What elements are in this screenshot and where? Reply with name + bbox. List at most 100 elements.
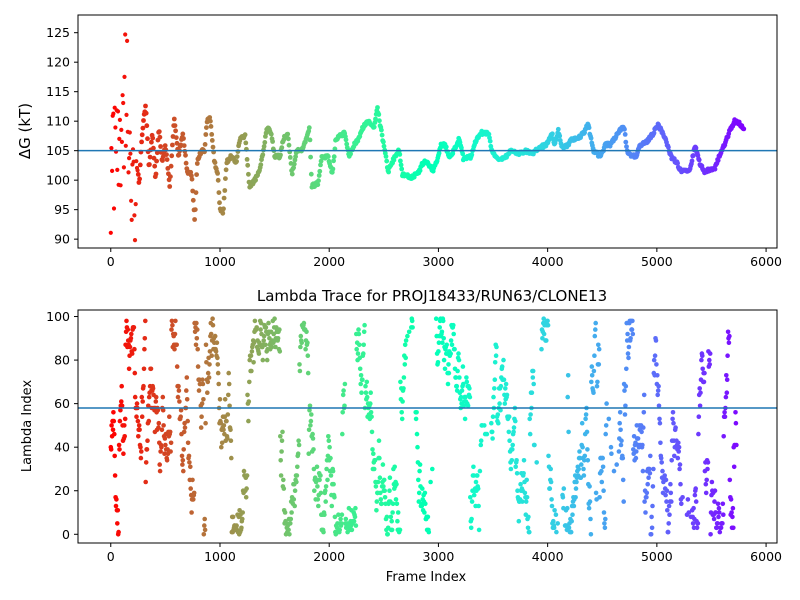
lambda-point [579,462,584,467]
lambda-point [225,412,231,417]
delta-g-point [666,144,671,150]
lambda-point [301,320,307,326]
lambda-point [565,394,570,400]
lambda-point [195,346,200,352]
lambda-point [644,495,649,500]
delta-g-point [348,151,353,157]
lambda-point [656,383,661,389]
delta-g-point [157,134,163,140]
lambda-point [697,386,702,391]
delta-g-point [373,116,378,122]
delta-g-point [215,171,221,176]
lambda-point [712,488,718,494]
lambda-point [325,477,330,483]
lambda-point [292,503,298,509]
delta-g-point [289,171,295,177]
lambda-point [278,458,284,463]
lambda-point [589,379,594,385]
delta-g-point [181,143,187,149]
lambda-point [675,455,681,461]
delta-g-point [220,210,226,216]
lambda-point [129,351,135,356]
lambda-point [136,434,141,439]
delta-g-point [588,135,594,141]
delta-g-point [690,153,696,158]
lambda-point [112,453,117,459]
lambda-x-tick-label: 0 [107,549,115,564]
delta-g-point [375,105,380,110]
lambda-point [673,425,678,430]
delta-g-point [174,140,180,146]
lambda-point [619,438,624,444]
lambda-point [392,464,398,470]
delta-g-point [128,151,133,156]
lambda-point [377,455,382,461]
delta-g-point [125,38,130,44]
lambda-point [417,462,423,467]
lambda-point [363,383,368,389]
lambda-point [459,388,465,393]
lambda-point [643,510,648,515]
lambda-point [314,464,320,470]
lambda-point [629,327,635,332]
lambda-point [588,516,593,522]
lambda-point [588,532,594,537]
lambda-point [433,316,439,322]
lambda-point [118,407,123,413]
lambda-point [529,390,535,396]
delta-g-point [270,139,275,144]
delta-g-point [208,124,214,129]
lambda-point [249,349,255,354]
delta-g-point [123,143,128,148]
lambda-point [561,486,567,491]
lambda-point [440,340,445,346]
lambda-point [340,431,345,437]
lambda-point [132,394,138,400]
lambda-point [288,516,294,522]
delta-g-point [330,166,336,172]
lambda-point [723,394,729,400]
delta-g-point [223,167,229,173]
lambda-point [705,466,710,472]
lambda-point [244,486,249,491]
lambda-point [545,318,550,324]
delta-g-point [202,142,208,147]
delta-g-point [144,123,150,129]
lambda-point [336,512,341,517]
lambda-point [528,412,533,417]
delta-g-point [624,144,629,150]
lambda-point [278,434,283,439]
lambda-point [330,468,336,474]
delta-g-point [555,126,561,132]
delta-g-point [127,130,132,135]
lambda-point [676,449,681,454]
lambda-point [139,449,144,454]
lambda-point [261,333,267,339]
lambda-point [145,438,150,444]
lambda-point [342,403,347,409]
lambda-point [620,477,626,483]
lambda-point [371,466,377,472]
lambda-point [167,414,172,420]
lambda-point [216,381,221,387]
lambda-point [305,340,310,346]
lambda-point [592,353,597,359]
lambda-point [623,383,629,389]
lambda-point [509,458,515,463]
delta-g-point [586,125,592,131]
delta-g-point [287,155,293,160]
delta-g-point [486,131,492,137]
delta-g-point [260,152,266,158]
lambda-point [291,497,297,502]
lambda-point [476,503,481,509]
lambda-point [568,529,574,535]
delta-g-point [622,132,628,137]
lambda-point [451,322,456,328]
lambda-point [721,512,726,517]
delta-g-point [379,127,384,133]
lambda-point [417,468,422,474]
lambda-point [141,366,147,372]
lambda-point [633,455,639,461]
lambda-point [110,427,116,433]
delta-g-point [154,150,160,156]
